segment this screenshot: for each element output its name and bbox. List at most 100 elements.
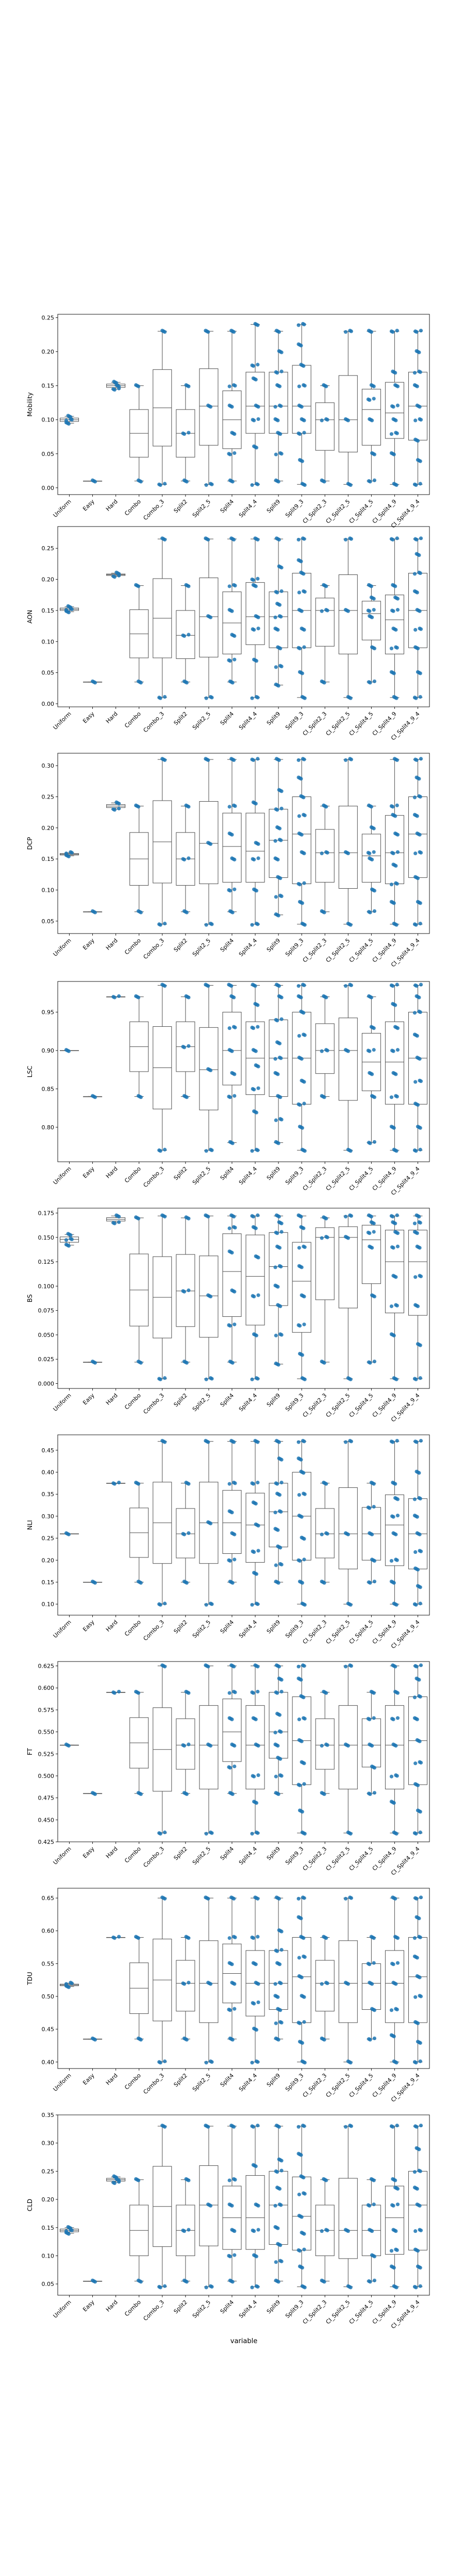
data-point xyxy=(395,431,399,435)
box-body xyxy=(338,806,358,889)
data-point xyxy=(277,603,282,607)
data-point xyxy=(227,805,231,809)
data-point xyxy=(391,984,395,988)
data-point xyxy=(208,1743,213,1748)
data-point xyxy=(204,483,208,487)
box-body xyxy=(245,1234,265,1326)
data-point xyxy=(414,696,418,700)
data-point xyxy=(418,1601,422,1605)
data-point xyxy=(297,2021,302,2025)
data-point xyxy=(346,1236,350,1240)
data-point xyxy=(139,2280,143,2284)
data-point xyxy=(277,537,281,542)
data-point xyxy=(67,1532,71,1536)
data-point xyxy=(299,560,303,564)
data-point xyxy=(343,2125,348,2129)
data-point xyxy=(395,1691,400,1695)
x-tick-label: Hard xyxy=(105,2299,119,2313)
data-point xyxy=(393,1665,397,1669)
data-point xyxy=(230,1717,234,1721)
x-tick-label: CI_Split2_5 xyxy=(325,2072,352,2099)
data-point xyxy=(302,1695,306,1700)
data-point xyxy=(117,806,121,810)
x-tick-label: Easy xyxy=(81,1165,96,1180)
data-point xyxy=(256,1481,260,1485)
data-point xyxy=(393,814,397,818)
data-point xyxy=(278,1757,283,1761)
data-point xyxy=(233,657,237,662)
y-tick-label: 0.15 xyxy=(42,2225,55,2231)
data-point xyxy=(208,615,213,619)
data-point xyxy=(297,1324,302,1328)
data-point xyxy=(162,2125,167,2129)
data-point xyxy=(419,1079,423,1083)
data-point xyxy=(64,851,69,856)
data-point xyxy=(230,1962,234,1967)
y-tick-label: 0.575 xyxy=(38,1707,55,1714)
data-point xyxy=(418,1831,422,1835)
data-point xyxy=(395,1514,400,1518)
data-point xyxy=(300,609,304,613)
data-point xyxy=(210,1831,214,1835)
data-point xyxy=(394,2229,398,2233)
data-point xyxy=(393,1896,397,1901)
data-point xyxy=(162,1896,167,1901)
x-tick-label: Split2 xyxy=(173,937,189,953)
data-point xyxy=(233,1072,237,1076)
data-point xyxy=(112,1691,117,1695)
data-point xyxy=(322,910,326,914)
x-tick-label: Split9 xyxy=(266,937,281,953)
data-point xyxy=(395,1716,400,1720)
data-point xyxy=(372,1766,376,1770)
data-point xyxy=(412,572,417,576)
x-tick-label: Split4 xyxy=(219,1845,235,1861)
box-body xyxy=(292,796,311,884)
data-point xyxy=(300,1057,304,1061)
data-point xyxy=(391,1049,395,1053)
x-tick-label: Combo xyxy=(123,710,142,730)
data-point xyxy=(370,1982,374,1986)
data-point xyxy=(369,330,373,334)
data-point xyxy=(302,1011,306,1015)
data-point xyxy=(324,384,328,388)
box-body xyxy=(176,1254,195,1327)
data-point xyxy=(162,537,167,542)
data-point xyxy=(227,1482,231,1486)
data-point xyxy=(368,2280,372,2284)
x-tick-label: Combo xyxy=(123,937,142,956)
box-body xyxy=(338,1226,358,1309)
data-point xyxy=(273,1731,277,1735)
data-point xyxy=(368,681,372,685)
data-point xyxy=(417,553,421,557)
data-point xyxy=(233,2178,237,2182)
data-point xyxy=(273,405,277,409)
x-tick-label: Uniform xyxy=(52,1165,73,1186)
data-point xyxy=(372,2178,376,2182)
data-point xyxy=(349,329,353,333)
x-tick-label: Combo_3 xyxy=(142,1392,165,1415)
data-point xyxy=(273,1057,277,1061)
data-point xyxy=(230,2280,235,2284)
data-point xyxy=(297,1783,302,1787)
data-point xyxy=(414,2285,418,2290)
data-point xyxy=(325,1981,329,1986)
data-point xyxy=(299,776,303,781)
box-body xyxy=(338,1940,358,2023)
box-body xyxy=(222,1233,242,1317)
data-point xyxy=(303,696,307,700)
data-point xyxy=(395,882,399,886)
data-point xyxy=(320,1982,324,1986)
x-tick-label: Split4_4 xyxy=(238,2299,258,2319)
data-point xyxy=(273,1511,277,1515)
data-point xyxy=(343,1665,348,1669)
data-point xyxy=(276,1743,280,1748)
data-point xyxy=(206,984,210,988)
data-point xyxy=(187,431,191,435)
data-point xyxy=(302,1080,306,1084)
data-point xyxy=(231,2125,236,2129)
data-point xyxy=(233,451,237,455)
data-point xyxy=(389,1095,394,1099)
data-point xyxy=(418,1585,422,1589)
data-point xyxy=(302,431,306,435)
x-tick-label: Split9_3 xyxy=(284,2072,305,2093)
